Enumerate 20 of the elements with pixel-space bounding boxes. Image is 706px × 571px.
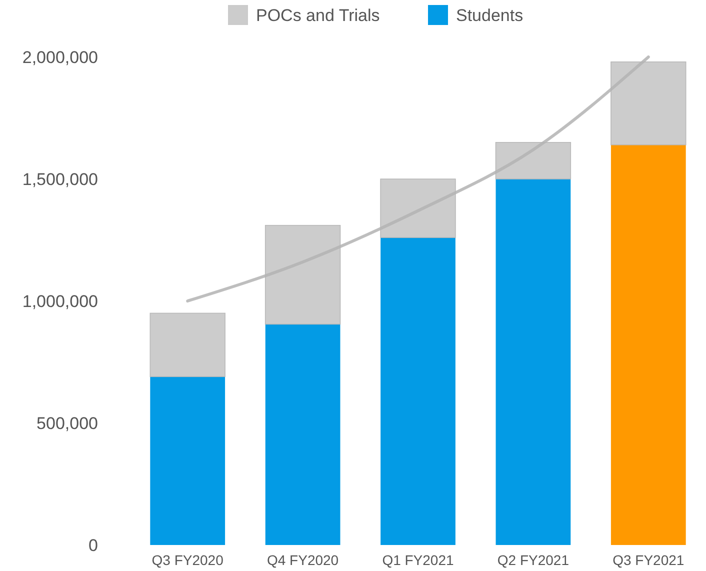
y-tick-label: 2,000,000: [22, 48, 98, 67]
x-tick-label: Q4 FY2020: [266, 552, 339, 568]
x-tick-label: Q2 FY2021: [497, 552, 570, 568]
y-tick-label: 0: [88, 536, 98, 555]
bar: [150, 312, 226, 378]
bar: [380, 178, 456, 238]
legend-label: Students: [456, 6, 524, 25]
legend-label: POCs and Trials: [256, 6, 380, 25]
y-tick-label: 500,000: [36, 414, 98, 433]
bar: [150, 376, 226, 545]
bar: [495, 142, 572, 180]
bar: [610, 144, 686, 545]
bar: [265, 324, 340, 545]
x-tick-label: Q3 FY2020: [152, 552, 224, 568]
x-tick-label: Q3 FY2021: [612, 552, 684, 568]
x-tick-label: Q1 FY2021: [382, 552, 454, 568]
bar: [380, 238, 456, 545]
y-tick-label: 1,000,000: [22, 292, 98, 311]
y-tick-label: 1,500,000: [22, 170, 98, 189]
bar: [496, 179, 571, 545]
